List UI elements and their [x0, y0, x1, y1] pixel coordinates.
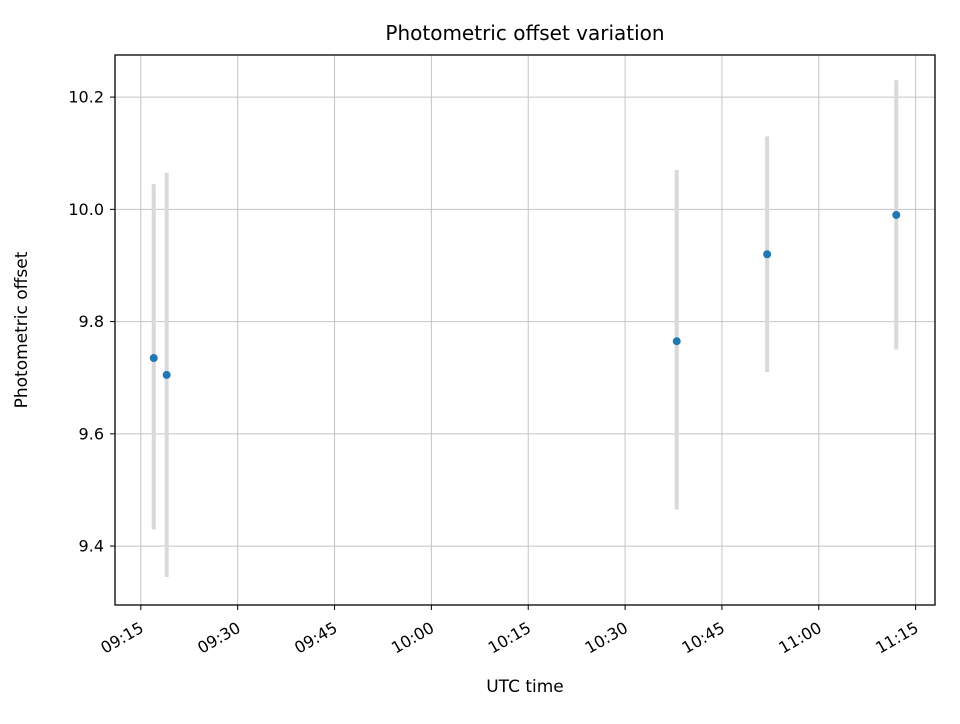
x-tick-label: 11:00: [775, 618, 824, 658]
x-tick-label: 09:45: [291, 618, 340, 658]
y-tick-label: 10.0: [68, 200, 104, 219]
chart-title: Photometric offset variation: [385, 21, 664, 45]
axis-layer: 09:15 09:30 09:45 10:00 10:15 10:30 10:45 11:00…: [68, 54, 936, 658]
data-point: [162, 370, 171, 379]
data-point: [892, 210, 901, 219]
y-tick-label: 9.6: [79, 424, 104, 443]
x-tick-label: 10:30: [582, 618, 631, 658]
y-tick-label: 9.4: [79, 537, 104, 556]
y-tick-label: 10.2: [68, 88, 104, 107]
x-axis-label: UTC time: [486, 677, 564, 697]
data-point: [763, 250, 772, 259]
y-axis-label: Photometric offset: [12, 251, 32, 408]
x-tick-label: 11:15: [872, 618, 921, 658]
y-tick-label: 9.8: [79, 312, 104, 331]
data-layer: [149, 80, 901, 577]
data-point: [672, 337, 681, 346]
plot-border: [114, 54, 936, 606]
x-tick-label: 10:00: [388, 618, 437, 658]
x-tick-label: 10:45: [678, 618, 727, 658]
data-point: [149, 354, 158, 363]
x-tick-label: 09:15: [97, 618, 146, 658]
x-tick-label: 09:30: [194, 618, 243, 658]
grid-layer: [115, 55, 935, 605]
x-tick-label: 10:15: [485, 618, 534, 658]
